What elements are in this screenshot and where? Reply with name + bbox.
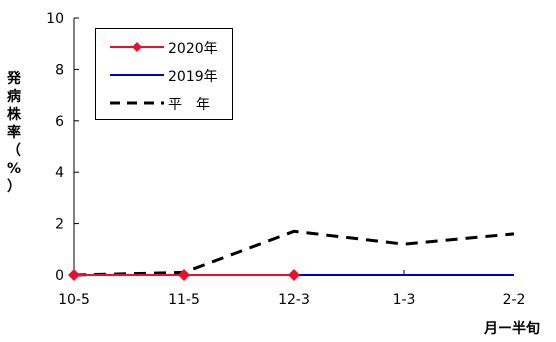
- legend-item-normal-year: 平 年: [96, 93, 232, 113]
- y-axis-label: 発病株率 （% ）: [6, 70, 22, 196]
- series-0-point: [68, 269, 80, 281]
- y-tick-label: 4: [55, 165, 64, 181]
- x-tick-label: 10-5: [58, 292, 90, 308]
- series-0-point: [288, 269, 300, 281]
- series-2-line: [73, 229, 515, 277]
- legend-swatch-2020: [110, 42, 164, 52]
- y-tick-label: 0: [55, 268, 64, 284]
- y-axis-label-char: ）: [7, 179, 21, 195]
- x-tick-label: 2-2: [503, 292, 526, 308]
- legend-label-2020: 2020年: [168, 41, 218, 57]
- legend-label-normal-year: 平 年: [168, 97, 210, 113]
- x-tick-label: 11-5: [168, 292, 200, 308]
- x-tick-label: 1-3: [393, 292, 416, 308]
- series-0-point: [178, 269, 190, 281]
- y-axis-label-char: 発: [7, 71, 21, 87]
- y-tick-label: 2: [55, 217, 64, 233]
- chart-ticks: 0 2 4 6 8 10 10-5 11-5 12-3 1-3 2-2: [46, 11, 525, 308]
- legend-swatch-2019: [110, 74, 164, 76]
- y-axis-label-char: 病: [7, 89, 21, 105]
- y-axis-label-char: 率: [7, 125, 21, 141]
- legend-item-2020: 2020年: [96, 37, 232, 57]
- y-tick-label: 10: [46, 11, 64, 27]
- y-axis-label-char: 株: [7, 107, 21, 123]
- legend-item-2019: 2019年: [96, 65, 232, 85]
- y-tick-label: 8: [55, 62, 64, 78]
- legend-label-2019: 2019年: [168, 69, 218, 85]
- x-tick-label: 12-3: [278, 292, 310, 308]
- y-tick-label: 6: [55, 114, 64, 130]
- y-axis-label-char: %: [6, 161, 22, 177]
- chart-legend: 2020年 2019年 平 年: [95, 28, 233, 120]
- y-axis-label-char: （: [7, 143, 21, 159]
- chart-series-layer: [68, 229, 515, 281]
- x-axis-label: 月ー半旬: [484, 321, 540, 337]
- legend-swatch-normal-year: [110, 101, 164, 105]
